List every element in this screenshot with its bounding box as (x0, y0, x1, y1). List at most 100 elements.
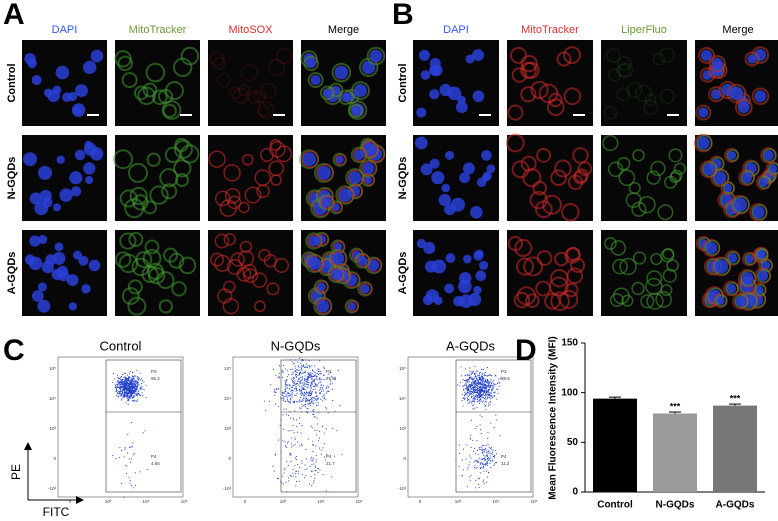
event-dot (474, 373, 476, 375)
event-dot (486, 382, 488, 384)
event-dot (310, 458, 312, 460)
event-dot (314, 466, 316, 468)
x-axis-label: FITC (43, 505, 70, 519)
event-dot (474, 376, 476, 378)
event-dot (482, 463, 484, 465)
stain (532, 180, 548, 196)
event-dot (479, 395, 481, 397)
event-dot (131, 386, 133, 388)
event-dot (480, 389, 482, 391)
event-dot (120, 385, 122, 387)
gate-name: P4 (151, 454, 157, 459)
event-dot (296, 480, 298, 482)
x-tick-label: 10³ (455, 499, 462, 504)
gate-value: 11.2 (501, 461, 510, 466)
plot-title: Control (100, 338, 142, 353)
event-dot (125, 392, 127, 394)
stain (607, 68, 621, 82)
event-dot (493, 380, 495, 382)
event-dot (323, 367, 325, 369)
stain (209, 51, 225, 67)
event-dot (312, 403, 314, 405)
event-dot (331, 382, 333, 384)
event-dot (124, 388, 126, 390)
event-dot (469, 387, 471, 389)
event-dot (480, 391, 482, 393)
event-dot (300, 380, 302, 382)
stain (695, 104, 712, 121)
event-dot (307, 403, 309, 405)
event-dot (483, 482, 485, 484)
event-dot (293, 382, 295, 384)
event-dot (114, 378, 116, 380)
nucleus (711, 158, 722, 169)
event-dot (475, 377, 477, 379)
event-dot (283, 472, 285, 474)
event-dot (122, 389, 124, 391)
event-dot (133, 391, 135, 393)
stain (119, 232, 137, 250)
event-dot (473, 461, 475, 463)
event-dot (469, 393, 471, 395)
event-dot (117, 374, 119, 376)
stain (161, 183, 178, 200)
stain (253, 90, 266, 103)
event-dot (285, 384, 287, 386)
event-dot (289, 402, 291, 404)
nucleus (348, 171, 362, 185)
stain (132, 194, 149, 211)
event-dot (118, 392, 120, 394)
nucleus (369, 49, 383, 63)
event-dot (304, 391, 306, 393)
event-dot (122, 374, 124, 376)
event-dot (326, 454, 328, 456)
event-dot (299, 417, 301, 419)
event-dot (314, 382, 316, 384)
event-dot (482, 374, 484, 376)
column-header: DAPI (52, 24, 78, 36)
event-dot (476, 450, 478, 452)
event-dot (303, 383, 305, 385)
event-dot (294, 410, 296, 412)
event-dot (482, 401, 484, 403)
event-dot (472, 439, 474, 441)
event-dot (283, 428, 285, 430)
event-dot (301, 460, 303, 462)
event-dot (310, 392, 312, 394)
event-dot (482, 467, 484, 469)
event-dot (310, 386, 312, 388)
event-dot (493, 392, 495, 394)
event-dot (311, 401, 313, 403)
event-dot (127, 404, 129, 406)
event-dot (471, 403, 473, 405)
stain (244, 186, 262, 204)
event-dot (310, 376, 312, 378)
event-dot (301, 369, 303, 371)
event-dot (119, 379, 121, 381)
event-dot (306, 411, 308, 413)
event-dot (469, 400, 471, 402)
event-dot (144, 430, 146, 432)
stain (767, 162, 778, 175)
event-dot (492, 386, 494, 388)
event-dot (487, 453, 489, 455)
event-dot (498, 381, 500, 383)
event-dot (498, 385, 500, 387)
bar (713, 405, 757, 492)
nucleus (37, 282, 47, 292)
event-dot (323, 385, 325, 387)
event-dot (134, 472, 136, 474)
event-dot (470, 371, 472, 373)
event-dot (304, 377, 306, 379)
event-dot (305, 475, 307, 477)
event-dot (137, 393, 139, 395)
event-dot (300, 377, 302, 379)
event-dot (293, 401, 295, 403)
event-dot (320, 453, 322, 455)
event-dot (314, 388, 316, 390)
event-dot (327, 386, 329, 388)
event-dot (481, 372, 483, 374)
event-dot (307, 379, 309, 381)
stain (700, 48, 715, 63)
event-dot (294, 384, 296, 386)
